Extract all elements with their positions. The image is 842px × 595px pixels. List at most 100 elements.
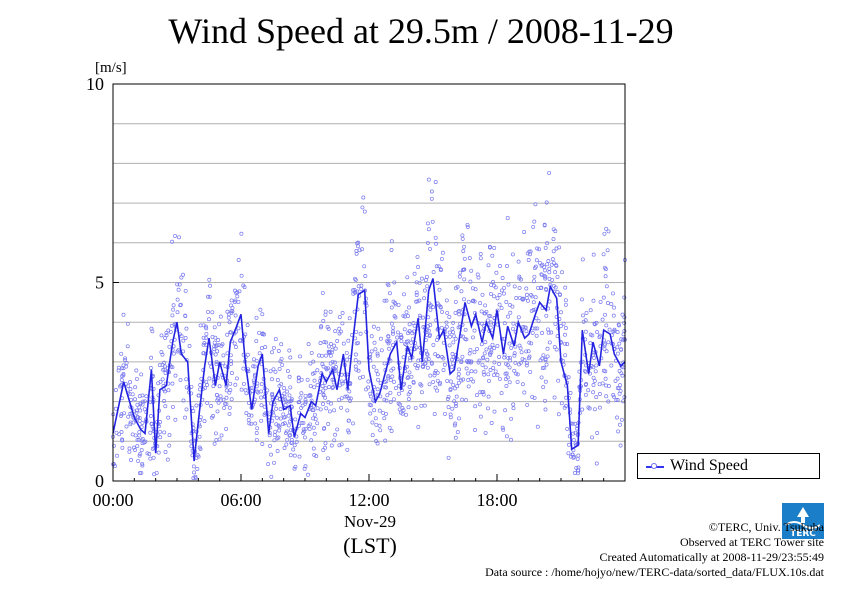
sample-point — [233, 313, 238, 318]
sample-point — [229, 310, 234, 315]
sample-point — [323, 309, 328, 314]
sample-point — [603, 274, 608, 279]
sample-point — [426, 227, 431, 232]
sample-point — [120, 437, 125, 442]
sample-point — [130, 432, 135, 437]
sample-point — [374, 422, 379, 427]
sample-point — [452, 423, 457, 428]
sample-point — [213, 352, 218, 357]
sample-point — [344, 350, 349, 355]
sample-point — [324, 340, 329, 345]
sample-point — [148, 430, 153, 435]
x-tick-label: 00:00 — [92, 490, 133, 510]
sample-point — [460, 236, 465, 241]
sample-point — [591, 252, 596, 257]
sample-point — [410, 331, 415, 336]
sample-point — [121, 312, 126, 317]
sample-point — [136, 458, 141, 463]
sample-point — [183, 288, 188, 293]
sample-point — [135, 444, 140, 449]
sample-point — [122, 411, 127, 416]
sample-point — [526, 298, 530, 303]
sample-point — [159, 350, 164, 355]
sample-point — [326, 326, 331, 331]
sample-point — [576, 453, 581, 458]
sample-point — [347, 316, 352, 321]
sample-point — [353, 276, 357, 281]
sample-point — [478, 301, 483, 306]
sample-point — [370, 420, 375, 425]
sample-point — [315, 383, 320, 387]
sample-point — [450, 352, 455, 356]
sample-point — [488, 291, 493, 296]
sample-point — [128, 387, 133, 392]
sample-point — [547, 266, 552, 271]
sample-point — [591, 298, 596, 303]
sample-point — [540, 356, 545, 361]
sample-point — [389, 239, 394, 244]
sample-point — [390, 374, 395, 379]
sample-point — [584, 310, 589, 315]
sample-point — [424, 348, 429, 353]
sample-point — [472, 350, 477, 355]
sample-point — [279, 356, 284, 361]
sample-point — [373, 347, 378, 352]
sample-point — [287, 433, 292, 438]
sample-point — [611, 393, 616, 397]
sample-point — [326, 400, 331, 405]
sample-point — [356, 368, 361, 373]
sample-point — [478, 414, 483, 419]
sample-point — [536, 318, 541, 323]
sample-point — [451, 340, 456, 345]
sample-point — [221, 353, 226, 358]
sample-point — [461, 334, 465, 339]
sample-point — [134, 376, 139, 381]
sample-point — [497, 376, 502, 381]
sample-point — [573, 421, 578, 426]
observed-text: Observed at TERC Tower site — [679, 535, 824, 549]
sample-point — [133, 397, 137, 402]
sample-point — [505, 264, 509, 268]
sample-point — [251, 357, 256, 362]
sample-point — [486, 394, 491, 399]
sample-point — [509, 437, 513, 442]
sample-point — [282, 421, 287, 426]
sample-point — [547, 340, 552, 345]
sample-point — [483, 303, 488, 308]
sample-point — [385, 281, 390, 286]
sample-point — [545, 354, 550, 359]
sample-point — [549, 262, 554, 267]
sample-point — [361, 195, 366, 200]
sample-point — [606, 384, 611, 389]
sample-point — [554, 347, 559, 352]
sample-point — [156, 450, 161, 455]
sample-point — [414, 299, 419, 304]
sample-point — [472, 328, 477, 333]
sample-point — [125, 321, 130, 326]
sample-point — [366, 379, 371, 384]
sample-point — [277, 366, 282, 371]
sample-point — [221, 397, 226, 402]
sample-point — [357, 248, 362, 253]
sample-point — [254, 437, 259, 442]
sample-point — [243, 332, 248, 337]
sample-point — [170, 239, 175, 244]
sample-point — [436, 264, 441, 269]
sample-point — [302, 435, 307, 440]
sample-point — [517, 285, 522, 290]
sample-point — [506, 355, 511, 360]
sample-point — [505, 216, 510, 221]
sample-point — [592, 407, 597, 412]
sample-point — [465, 359, 469, 364]
sample-point — [512, 284, 517, 289]
sample-point — [335, 339, 340, 343]
sample-point — [119, 378, 124, 382]
sample-point — [184, 377, 189, 382]
sample-point — [465, 224, 470, 229]
sample-point — [151, 455, 156, 460]
sample-point — [528, 369, 533, 374]
sample-point — [581, 319, 586, 324]
sample-point — [612, 327, 617, 332]
sample-point — [539, 272, 544, 277]
sample-point — [347, 389, 352, 394]
